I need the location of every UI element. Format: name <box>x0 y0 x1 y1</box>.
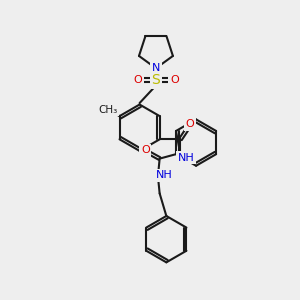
Text: NH: NH <box>178 153 194 163</box>
Text: S: S <box>152 73 160 87</box>
Text: O: O <box>133 75 142 85</box>
Text: N: N <box>152 63 160 73</box>
Text: NH: NH <box>156 170 173 180</box>
Text: O: O <box>170 75 179 85</box>
Text: O: O <box>186 119 194 129</box>
Text: CH₃: CH₃ <box>98 105 118 115</box>
Text: O: O <box>141 145 150 155</box>
